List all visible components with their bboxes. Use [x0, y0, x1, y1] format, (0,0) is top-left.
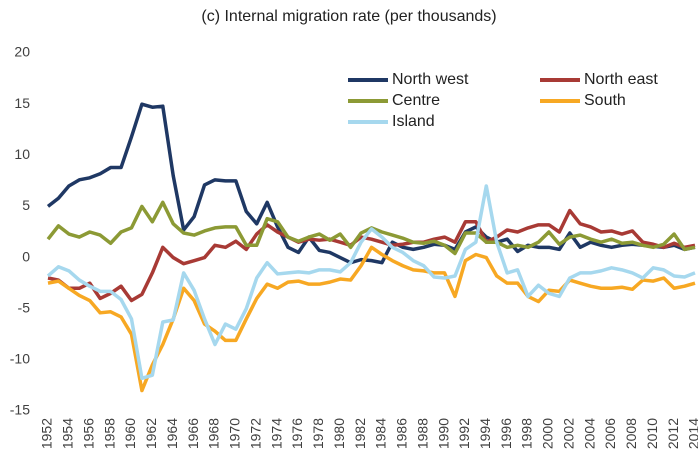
- x-tick-label: 1970: [227, 418, 243, 449]
- series-line: [46, 184, 696, 381]
- y-tick-label: -15: [10, 402, 30, 418]
- x-tick-label: 1998: [519, 418, 535, 449]
- x-tick-label: 1986: [394, 418, 410, 449]
- series-line: [46, 102, 696, 265]
- x-tick-label: 1968: [206, 418, 222, 449]
- series-line: [47, 245, 696, 393]
- y-tick-label: 20: [14, 44, 30, 60]
- x-tick-label: 1988: [414, 418, 430, 449]
- chart-title: (c) Internal migration rate (per thousan…: [201, 8, 496, 25]
- y-tick-label: 0: [22, 248, 30, 264]
- y-tick-label: -5: [18, 299, 31, 315]
- legend-label: Island: [392, 113, 435, 130]
- x-tick-label: 2008: [623, 418, 639, 449]
- x-tick-label: 2012: [665, 418, 681, 449]
- series-line: [47, 208, 696, 303]
- x-tick-label: 1964: [164, 418, 180, 449]
- y-tick-label: 10: [14, 146, 30, 162]
- x-tick-label: 1996: [498, 418, 514, 449]
- y-tick-label: 5: [22, 197, 30, 213]
- x-tick-label: 1976: [289, 418, 305, 449]
- legend-label: North west: [392, 71, 469, 88]
- x-tick-label: 2006: [602, 418, 618, 449]
- x-tick-label: 1994: [477, 418, 493, 449]
- x-tick-label: 1954: [60, 418, 76, 449]
- x-tick-label: 1972: [247, 418, 263, 449]
- x-tick-label: 1962: [143, 418, 159, 449]
- x-tick-label: 1978: [310, 418, 326, 449]
- x-tick-label: 1984: [373, 418, 389, 449]
- x-tick-label: 1958: [101, 418, 117, 449]
- x-tick-label: 1980: [331, 418, 347, 449]
- x-tick-label: 2002: [560, 418, 576, 449]
- y-tick-label: -10: [10, 351, 30, 367]
- y-tick-label: 15: [14, 95, 30, 111]
- x-tick-label: 1960: [122, 418, 138, 449]
- x-tick-label: 2010: [644, 418, 660, 449]
- x-tick-label: 2004: [581, 418, 597, 449]
- legend-label: Centre: [392, 92, 440, 109]
- x-tick-label: 1966: [185, 418, 201, 449]
- x-tick-label: 2014: [686, 418, 698, 449]
- x-tick-label: 1982: [352, 418, 368, 449]
- x-tick-label: 1990: [435, 418, 451, 449]
- legend-label: North east: [584, 71, 658, 88]
- x-tick-label: 1992: [456, 418, 472, 449]
- x-tick-label: 2000: [540, 418, 556, 449]
- legend-label: South: [584, 92, 626, 109]
- x-tick-label: 1956: [80, 418, 96, 449]
- x-tick-label: 1952: [39, 418, 55, 449]
- x-tick-label: 1974: [268, 418, 284, 449]
